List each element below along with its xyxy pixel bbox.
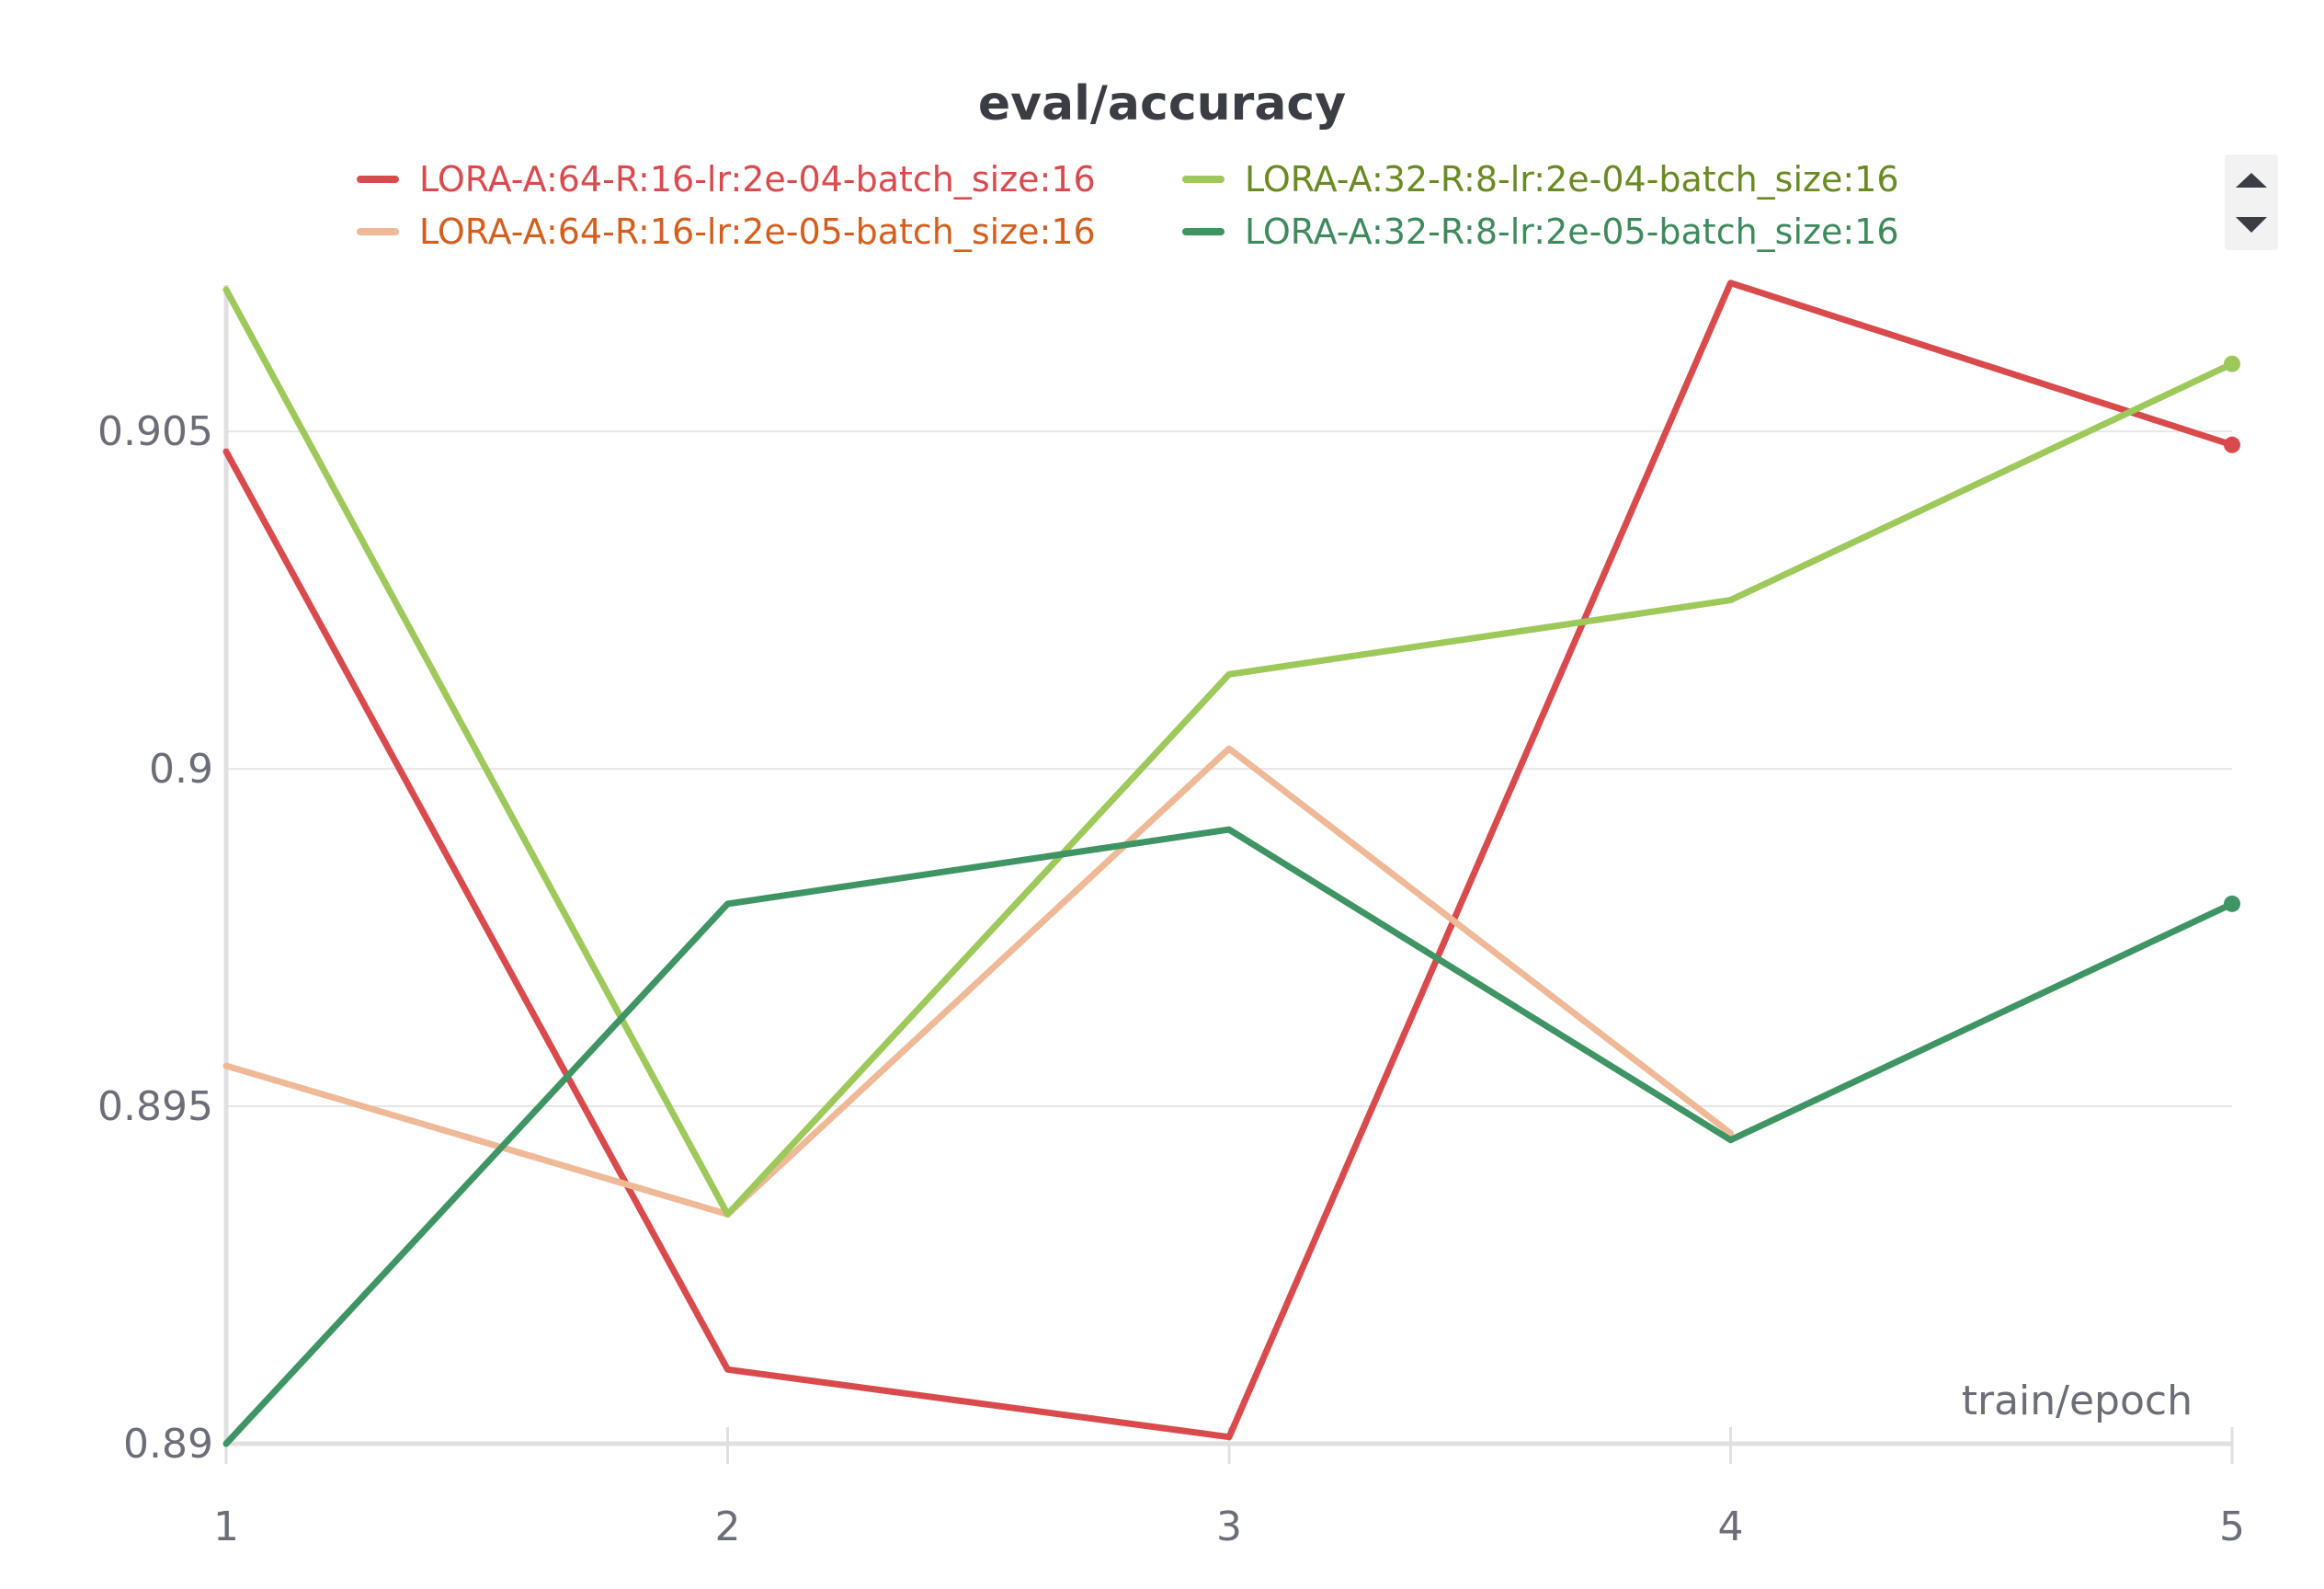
legend-item[interactable]: LORA-A:32-R:8-lr:2e-04-batch_size:16 <box>1182 159 1899 200</box>
triangle-up-icon[interactable] <box>2236 173 2267 188</box>
legend: LORA-A:64-R:16-lr:2e-04-batch_size:16 LOR… <box>357 159 1899 252</box>
triangle-down-icon[interactable] <box>2236 217 2267 233</box>
legend-scroll-track <box>2225 154 2278 250</box>
legend-item[interactable]: LORA-A:64-R:16-lr:2e-05-batch_size:16 <box>357 211 1096 252</box>
series-line-1 <box>222 280 2236 1441</box>
x-tick-label: 1 <box>213 1503 239 1550</box>
y-tick-label: 0.895 <box>97 1083 213 1130</box>
legend-item[interactable]: LORA-A:32-R:8-lr:2e-05-batch_size:16 <box>1182 211 1899 252</box>
y-tick-label: 0.9 <box>149 746 213 793</box>
series-end-point <box>2224 355 2240 372</box>
gridlines <box>226 430 2232 1108</box>
x-axis-label: train/epoch <box>1962 1378 2193 1424</box>
series-lines <box>222 280 2240 1447</box>
series-line-4 <box>222 826 2236 1447</box>
legend-label: LORA-A:32-R:8-lr:2e-04-batch_size:16 <box>1245 159 1899 200</box>
series-line-2 <box>222 745 1734 1217</box>
y-tick-label: 0.905 <box>97 408 213 455</box>
legend-item[interactable]: LORA-A:64-R:16-lr:2e-04-batch_size:16 <box>357 159 1096 200</box>
x-axis-ticks: 1 2 3 4 5 <box>213 1427 2245 1550</box>
series-line-3 <box>222 286 2236 1217</box>
x-tick-label: 5 <box>2219 1503 2245 1550</box>
series-end-point <box>2224 895 2240 912</box>
axes <box>223 285 2232 1446</box>
legend-label: LORA-A:64-R:16-lr:2e-04-batch_size:16 <box>419 159 1096 200</box>
chart-title: eval/accuracy <box>978 76 1346 131</box>
legend-scroll-controls <box>2225 154 2278 250</box>
x-tick-label: 2 <box>715 1503 741 1550</box>
legend-label: LORA-A:32-R:8-lr:2e-05-batch_size:16 <box>1245 211 1899 252</box>
y-axis-ticks: 0.89 0.895 0.9 0.905 <box>97 408 213 1468</box>
y-tick-label: 0.89 <box>123 1421 213 1468</box>
legend-label: LORA-A:64-R:16-lr:2e-05-batch_size:16 <box>419 211 1096 252</box>
series-end-point <box>2224 436 2240 453</box>
x-tick-label: 3 <box>1216 1503 1242 1550</box>
x-tick-label: 4 <box>1718 1503 1744 1550</box>
